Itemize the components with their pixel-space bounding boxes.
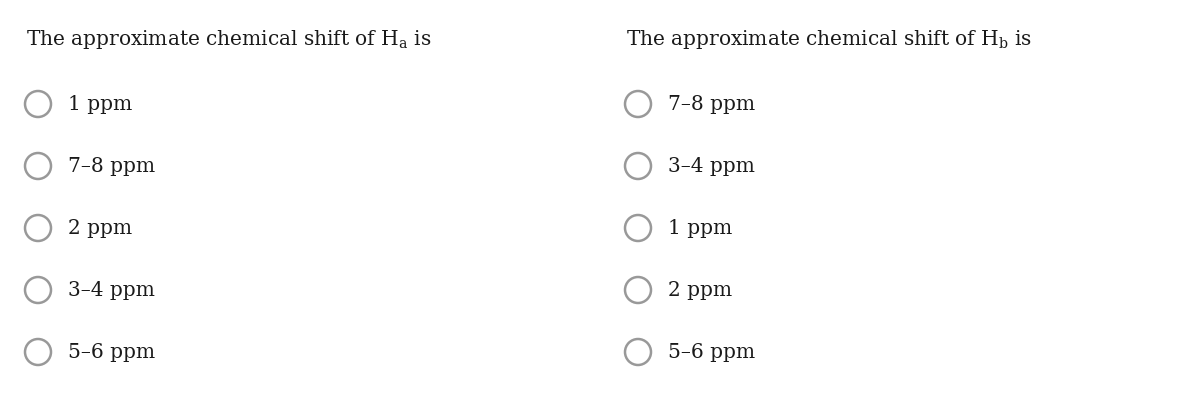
Text: 7–8 ppm: 7–8 ppm [668,95,755,114]
Text: 3–4 ppm: 3–4 ppm [668,157,755,176]
Text: 7–8 ppm: 7–8 ppm [68,157,155,176]
Text: 1 ppm: 1 ppm [68,95,132,114]
Text: 5–6 ppm: 5–6 ppm [668,343,755,362]
Text: The approximate chemical shift of $\mathregular{H_b}$ is: The approximate chemical shift of $\math… [626,28,1032,51]
Text: 5–6 ppm: 5–6 ppm [68,343,155,362]
Text: 3–4 ppm: 3–4 ppm [68,281,155,300]
Text: 2 ppm: 2 ppm [668,281,732,300]
Text: 2 ppm: 2 ppm [68,219,132,238]
Text: The approximate chemical shift of $\mathregular{H_a}$ is: The approximate chemical shift of $\math… [26,28,432,51]
Text: 1 ppm: 1 ppm [668,219,732,238]
